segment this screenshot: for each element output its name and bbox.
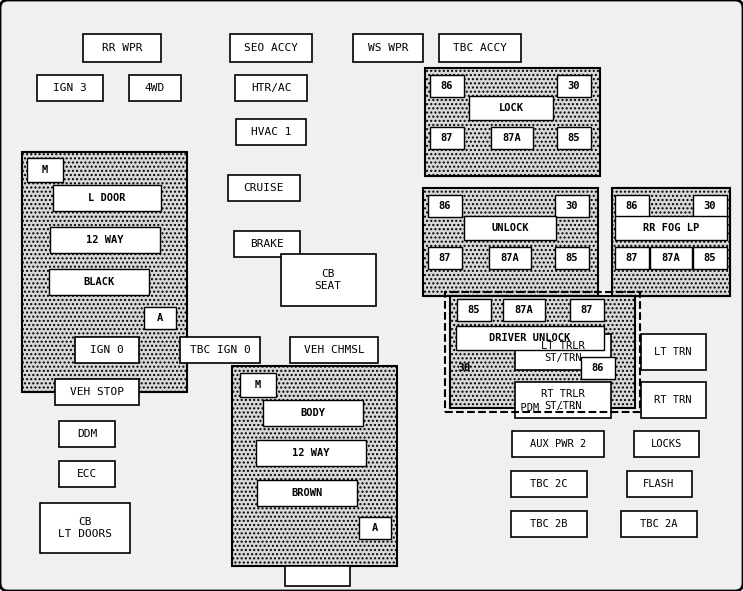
Text: - - - PDM - - -: - - - PDM - - - [483, 403, 577, 413]
Text: ECC: ECC [77, 469, 97, 479]
Bar [489, 247, 531, 269]
Bar [430, 127, 464, 149]
Text: BLACK: BLACK [83, 277, 114, 287]
Bar [83, 34, 161, 62]
Bar [180, 337, 260, 363]
Bar [228, 175, 300, 201]
Text: RR WPR: RR WPR [102, 43, 142, 53]
Text: 87: 87 [581, 305, 593, 315]
Bar [353, 34, 423, 62]
Bar [236, 119, 306, 145]
Text: 87: 87 [439, 253, 451, 263]
Text: FLASH: FLASH [643, 479, 675, 489]
Text: 30: 30 [565, 201, 578, 211]
Text: TBC 2A: TBC 2A [640, 519, 678, 529]
Text: 30: 30 [568, 81, 580, 91]
Bar [640, 382, 706, 418]
Text: 87: 87 [441, 133, 453, 143]
Bar [50, 227, 160, 253]
Text: VEH CHMSL: VEH CHMSL [304, 345, 364, 355]
Bar [240, 373, 276, 397]
Bar [615, 195, 649, 217]
Bar [515, 382, 611, 418]
Text: VEH STOP: VEH STOP [70, 387, 124, 397]
Text: A: A [157, 313, 163, 323]
Bar [457, 299, 491, 321]
Bar [129, 75, 181, 101]
Text: 4WD: 4WD [145, 83, 165, 93]
Bar [634, 431, 698, 457]
Text: HTR/AC: HTR/AC [250, 83, 291, 93]
Text: BODY: BODY [300, 408, 325, 418]
Text: 30: 30 [457, 363, 471, 373]
Bar [491, 127, 533, 149]
Text: 87A: 87A [501, 253, 519, 263]
Text: 86: 86 [626, 201, 638, 211]
Bar [230, 34, 312, 62]
Text: 87A: 87A [661, 253, 681, 263]
Bar [650, 247, 692, 269]
Bar [22, 152, 187, 392]
Bar [428, 247, 462, 269]
Bar [469, 96, 553, 120]
Bar [75, 337, 139, 363]
Bar [234, 231, 300, 257]
Text: BROWN: BROWN [291, 488, 322, 498]
Bar [511, 511, 587, 537]
Bar [450, 296, 635, 408]
Bar [428, 195, 462, 217]
Text: RT TRLR
ST/TRN: RT TRLR ST/TRN [541, 389, 585, 411]
Bar [49, 269, 149, 295]
Bar [557, 75, 591, 97]
Text: LOCKS: LOCKS [650, 439, 681, 449]
Text: LT TRN: LT TRN [655, 347, 692, 357]
Bar [555, 195, 589, 217]
Text: A: A [372, 523, 378, 533]
Bar [557, 127, 591, 149]
Text: 87: 87 [626, 253, 638, 263]
Text: 85: 85 [704, 253, 716, 263]
Bar [615, 216, 727, 240]
Text: HVAC 1: HVAC 1 [250, 127, 291, 137]
Text: 86: 86 [441, 81, 453, 91]
Text: L DOOR: L DOOR [88, 193, 126, 203]
Text: 30: 30 [704, 201, 716, 211]
Bar [40, 503, 130, 553]
Bar [281, 254, 375, 306]
Bar [37, 75, 103, 101]
Bar [555, 247, 589, 269]
Bar [27, 158, 63, 182]
Text: CB
SEAT: CB SEAT [314, 269, 342, 291]
Text: 85: 85 [468, 305, 480, 315]
Text: IGN 0: IGN 0 [90, 345, 124, 355]
Bar [615, 188, 730, 296]
Text: SEO ACCY: SEO ACCY [244, 43, 298, 53]
Bar [235, 75, 307, 101]
Text: WS WPR: WS WPR [368, 43, 408, 53]
Text: 85: 85 [565, 253, 578, 263]
Text: M: M [255, 380, 261, 390]
Bar [515, 334, 611, 370]
Text: CRUISE: CRUISE [244, 183, 285, 193]
Bar [503, 299, 545, 321]
Text: 86: 86 [439, 201, 451, 211]
Bar [285, 566, 350, 586]
Bar [290, 337, 378, 363]
Text: 87A: 87A [502, 133, 522, 143]
Text: 86: 86 [591, 363, 604, 373]
Text: AUX PWR 2: AUX PWR 2 [530, 439, 586, 449]
Bar [640, 334, 706, 370]
Text: BRAKE: BRAKE [250, 239, 284, 249]
Text: LT TRLR
ST/TRN: LT TRLR ST/TRN [541, 341, 585, 363]
Bar [581, 357, 615, 379]
Text: TBC 2B: TBC 2B [531, 519, 568, 529]
Bar [439, 34, 521, 62]
Text: 85: 85 [568, 133, 580, 143]
Bar [53, 185, 161, 211]
Text: DRIVER UNLOCK: DRIVER UNLOCK [490, 333, 571, 343]
Bar [621, 511, 697, 537]
Bar [445, 292, 640, 412]
Text: 87A: 87A [515, 305, 533, 315]
Bar [626, 471, 692, 497]
